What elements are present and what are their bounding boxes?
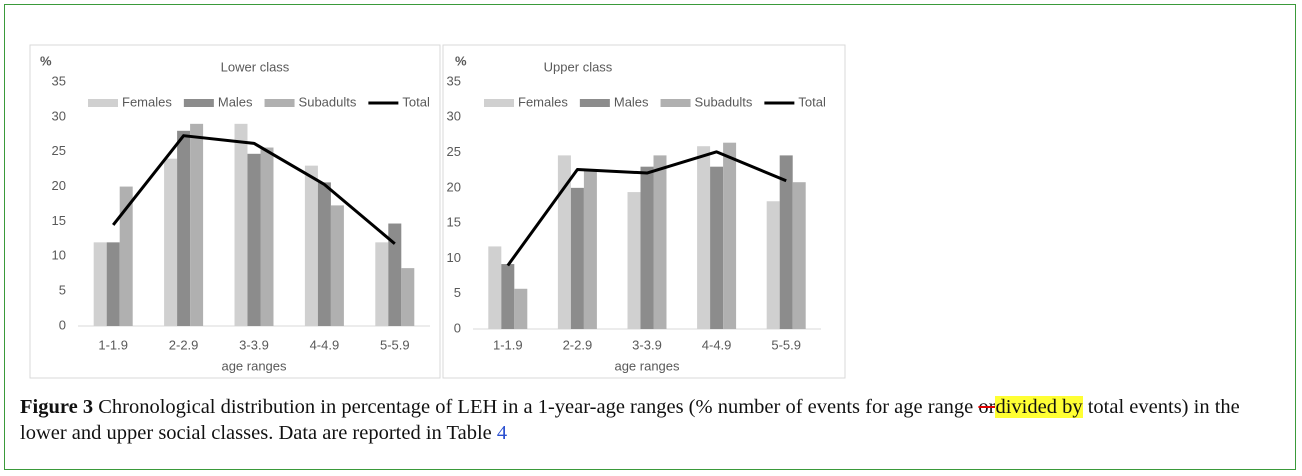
bar bbox=[792, 182, 806, 329]
total-line bbox=[506, 150, 787, 267]
bar bbox=[514, 288, 528, 329]
chart-title: Upper class bbox=[544, 59, 613, 74]
legend-swatch bbox=[660, 99, 691, 107]
inserted-text: divided by bbox=[995, 396, 1083, 418]
y-tick-label: 25 bbox=[447, 144, 461, 159]
bar bbox=[766, 201, 780, 329]
legend-swatch bbox=[88, 99, 118, 107]
x-tick-label: 5-5.9 bbox=[380, 337, 410, 352]
bar bbox=[710, 166, 724, 329]
bar bbox=[570, 187, 584, 329]
y-tick-label: 10 bbox=[447, 250, 461, 265]
x-axis-title: age ranges bbox=[614, 358, 680, 373]
caption-text: total events) in the lower and upper soc… bbox=[20, 396, 1240, 444]
y-axis-label: % bbox=[455, 53, 467, 68]
legend-label: Females bbox=[518, 94, 568, 109]
bar bbox=[106, 242, 120, 326]
y-tick-label: 25 bbox=[52, 143, 66, 158]
bar bbox=[501, 264, 515, 329]
y-tick-label: 30 bbox=[447, 109, 461, 124]
x-tick-label: 2-2.9 bbox=[169, 337, 199, 352]
x-axis-title: age ranges bbox=[221, 358, 287, 373]
y-tick-label: 10 bbox=[52, 248, 66, 263]
bar bbox=[401, 268, 415, 326]
charts: % Lower class age ranges 0 5 10 15 20 25 30 35 1-1.… bbox=[29, 44, 846, 379]
chart-title: Lower class bbox=[221, 59, 290, 74]
bar bbox=[653, 155, 667, 329]
bar bbox=[164, 158, 178, 326]
bar bbox=[697, 146, 711, 329]
y-tick-label: 20 bbox=[447, 179, 461, 194]
bar bbox=[583, 169, 597, 329]
bar bbox=[234, 123, 248, 326]
legend-label: Total bbox=[798, 94, 826, 109]
bar bbox=[260, 147, 274, 326]
y-tick-label: 30 bbox=[52, 108, 66, 123]
y-tick-label: 15 bbox=[447, 215, 461, 230]
legend-swatch bbox=[579, 99, 610, 107]
bar bbox=[723, 142, 737, 329]
chart-border bbox=[29, 44, 441, 379]
x-tick-label: 4-4.9 bbox=[702, 337, 732, 352]
table-link[interactable]: 4 bbox=[496, 422, 508, 444]
bar bbox=[247, 153, 261, 326]
legend-label: Females bbox=[122, 94, 172, 109]
figure-frame bbox=[4, 4, 1296, 470]
bar bbox=[304, 165, 318, 326]
legend-label: Subadults bbox=[299, 94, 357, 109]
y-axis-label: % bbox=[40, 53, 52, 68]
bar bbox=[779, 155, 793, 329]
bar bbox=[388, 223, 402, 326]
x-tick-label: 5-5.9 bbox=[771, 337, 801, 352]
x-tick-label: 1-1.9 bbox=[98, 337, 128, 352]
bar bbox=[627, 192, 641, 329]
caption-label: Figure 3 bbox=[20, 396, 94, 418]
bar bbox=[190, 123, 204, 326]
bar bbox=[93, 242, 107, 326]
total-line bbox=[112, 134, 396, 245]
bar bbox=[640, 166, 654, 329]
figure-caption: Figure 3 Chronological distribution in p… bbox=[20, 394, 1288, 446]
bar bbox=[119, 186, 133, 326]
legend-label: Subadults bbox=[695, 94, 753, 109]
y-tick-label: 35 bbox=[447, 73, 461, 88]
x-tick-label: 2-2.9 bbox=[563, 337, 593, 352]
x-tick-label: 3-3.9 bbox=[239, 337, 269, 352]
y-tick-label: 0 bbox=[59, 317, 66, 332]
bar bbox=[375, 242, 389, 326]
legend-swatch bbox=[484, 99, 514, 107]
y-tick-label: 15 bbox=[52, 213, 66, 228]
legend-label: Total bbox=[402, 94, 430, 109]
bar bbox=[557, 155, 571, 329]
x-tick-label: 1-1.9 bbox=[493, 337, 523, 352]
legend-label: Males bbox=[614, 94, 649, 109]
bar bbox=[488, 246, 502, 329]
x-tick-label: 3-3.9 bbox=[632, 337, 662, 352]
y-tick-label: 35 bbox=[52, 73, 66, 88]
deleted-text: or bbox=[978, 396, 996, 418]
legend-swatch bbox=[264, 99, 295, 107]
legend-swatch bbox=[183, 99, 214, 107]
y-tick-label: 20 bbox=[52, 178, 66, 193]
legend-label: Males bbox=[218, 94, 253, 109]
y-tick-label: 5 bbox=[59, 283, 66, 298]
y-tick-label: 0 bbox=[454, 320, 461, 335]
caption-text: Chronological distribution in percentage… bbox=[93, 396, 979, 418]
chart-border bbox=[442, 44, 846, 379]
bar bbox=[330, 205, 344, 326]
y-tick-label: 5 bbox=[454, 285, 461, 300]
x-tick-label: 4-4.9 bbox=[310, 337, 340, 352]
bar bbox=[177, 130, 191, 326]
bar bbox=[317, 182, 331, 326]
